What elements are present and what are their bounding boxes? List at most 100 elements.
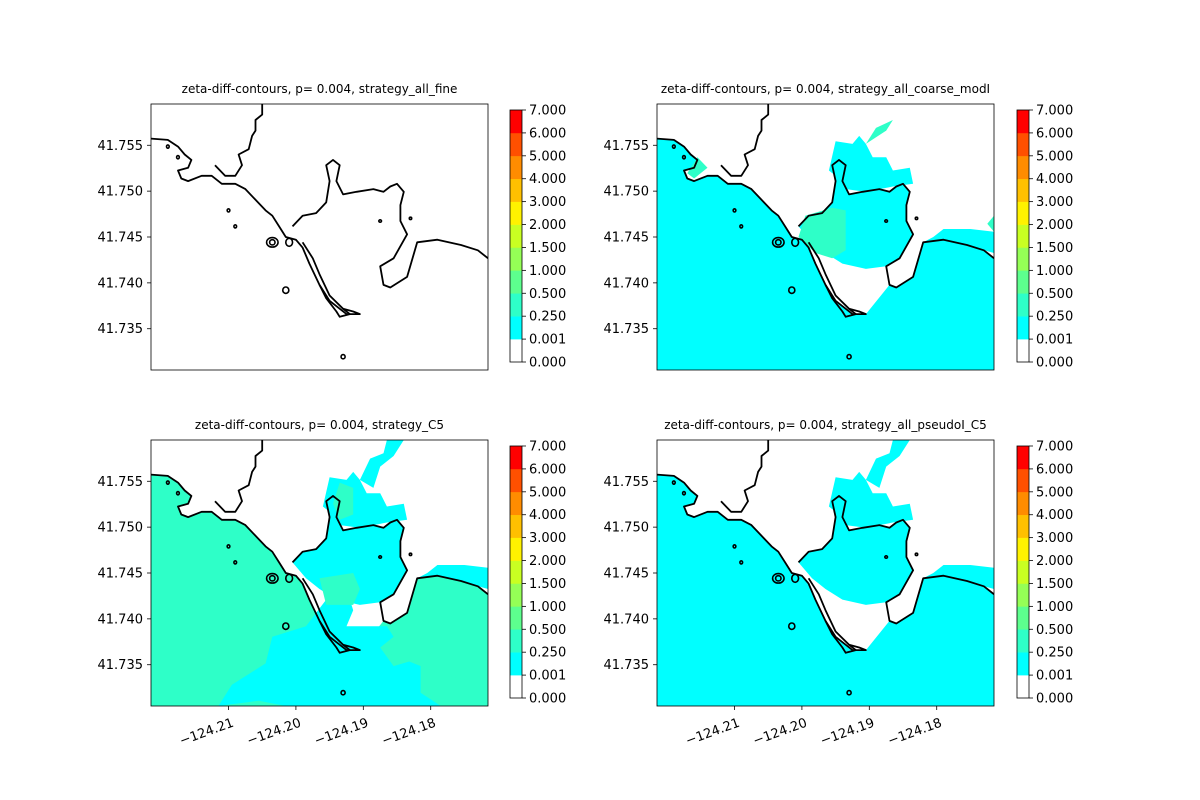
map-panel-4: zeta-diff-contours, p= 0.004, strategy_a…: [604, 418, 1074, 749]
colorbar-tick-label: 1.500: [1036, 577, 1073, 592]
coastline-segment: [318, 284, 361, 315]
panel-title: zeta-diff-contours, p= 0.004, strategy_a…: [661, 82, 990, 96]
colorbar-tick-label: 5.000: [529, 485, 566, 500]
colorbar-tick-label: 4.000: [1036, 508, 1073, 523]
map-panel-3: zeta-diff-contours, p= 0.004, strategy_C…: [98, 418, 567, 749]
colorbar-tick-label: 3.000: [1036, 531, 1073, 546]
island-outline: [774, 238, 782, 246]
contour-fill-region: [359, 440, 404, 488]
coastline: [657, 104, 994, 360]
colorbar-tick-label: 5.000: [1036, 485, 1073, 500]
colorbar-tick-label: 2.000: [1036, 554, 1073, 569]
island-outline: [233, 223, 238, 229]
island-outline: [340, 689, 346, 696]
colorbar-tick-label: 3.000: [529, 531, 566, 546]
colorbar-tick-label: 3.000: [529, 195, 566, 210]
contour-fill-region: [798, 495, 914, 605]
colorbar-tick-label: 3.000: [1036, 195, 1073, 210]
colorbar-band: [510, 629, 522, 653]
colorbar-tick-label: 0.500: [1036, 287, 1073, 302]
colorbar-tick-label: 0.000: [1036, 356, 1073, 371]
island-outline: [846, 353, 852, 360]
x-tick-label: −124.20: [751, 716, 809, 749]
colorbar-tick-label: 1.500: [1036, 241, 1073, 256]
colorbar-frame: [1016, 109, 1030, 363]
x-tick-label: −124.18: [886, 716, 944, 749]
colorbar: 0.000 0.001 0.250 0.500 1.000 1.500 2.000 3.000…: [1016, 104, 1073, 371]
contour-fill-region: [828, 471, 914, 528]
island-outline: [165, 144, 170, 149]
colorbar-tick-label: 5.000: [529, 149, 566, 164]
y-tick-label: 41.755: [98, 139, 144, 154]
island-outline: [846, 689, 852, 696]
y-tick-label: 41.740: [98, 612, 144, 627]
coastline-segment: [797, 159, 994, 289]
coastline-segment: [214, 104, 264, 177]
island-outline: [739, 559, 744, 565]
island-outline: [787, 286, 796, 295]
colorbar-band: [1017, 132, 1029, 157]
colorbar-tick-label: 1.000: [529, 264, 566, 279]
y-tick-label: 41.745: [604, 231, 650, 246]
colorbar-band: [510, 675, 522, 699]
island-outline: [265, 572, 279, 584]
x-tick-label: −124.19: [313, 716, 371, 749]
colorbar-band: [1017, 155, 1029, 180]
y-tick-label: 41.735: [604, 658, 650, 673]
colorbar-band: [510, 339, 522, 363]
island-outline: [285, 573, 294, 584]
island-outline: [175, 490, 181, 496]
contour-fill-region: [218, 589, 441, 706]
panel-title: zeta-diff-contours, p= 0.004, strategy_a…: [182, 82, 458, 96]
contour-fills: [657, 440, 994, 706]
island-outline: [732, 544, 737, 549]
colorbar-tick-label: 7.000: [1036, 104, 1073, 119]
colorbar-band: [1017, 491, 1029, 516]
colorbar-tick-label: 6.000: [529, 462, 566, 477]
colorbar-tick-label: 0.000: [529, 692, 566, 707]
colorbar-band: [510, 537, 522, 561]
island-outline: [771, 236, 785, 248]
colorbar-band: [1017, 629, 1029, 653]
colorbar-band: [510, 468, 522, 493]
island-outline: [884, 219, 889, 224]
y-tick-label: 41.745: [98, 567, 144, 582]
colorbar-band: [1017, 652, 1029, 676]
colorbar-band: [1017, 247, 1029, 271]
colorbar-band: [1017, 201, 1029, 225]
colorbar-tick-label: 4.000: [1036, 172, 1073, 187]
contour-fill-region: [657, 138, 994, 370]
colorbar-tick-label: 0.001: [529, 669, 566, 684]
x-tick-label: −124.21: [178, 716, 236, 749]
y-tick-label: 41.735: [98, 658, 144, 673]
colorbar-tick-label: 1.000: [1036, 264, 1073, 279]
colorbar-tick-label: 4.000: [529, 172, 566, 187]
colorbar-band: [1017, 560, 1029, 584]
colorbar-tick-label: 2.000: [529, 554, 566, 569]
colorbar-tick-label: 0.250: [529, 310, 566, 325]
y-tick-label: 41.735: [98, 322, 144, 337]
axes-background: [151, 104, 488, 370]
colorbar-band: [1017, 514, 1029, 538]
colorbar-tick-label: 2.000: [1036, 218, 1073, 233]
colorbar-band: [510, 178, 522, 202]
colorbar-band: [510, 316, 522, 340]
colorbar-tick-label: 4.000: [529, 508, 566, 523]
colorbar-band: [510, 110, 522, 134]
colorbar-band: [1017, 339, 1029, 363]
island-outline: [787, 622, 796, 631]
island-outline: [884, 555, 889, 560]
colorbar-band: [510, 293, 522, 317]
colorbar: 0.000 0.001 0.250 0.500 1.000 1.500 2.000 3.000…: [509, 440, 566, 707]
island-outline: [175, 154, 181, 160]
coastline: [151, 440, 488, 696]
panel-title: zeta-diff-contours, p= 0.004, strategy_a…: [664, 418, 987, 432]
y-tick-label: 41.750: [98, 521, 144, 536]
colorbar-band: [1017, 293, 1029, 317]
colorbar-frame: [1016, 445, 1030, 699]
colorbar-band: [510, 514, 522, 538]
island-outline: [914, 552, 919, 557]
y-tick-label: 41.755: [98, 475, 144, 490]
island-outline: [265, 236, 279, 248]
contour-fills: [657, 120, 994, 370]
